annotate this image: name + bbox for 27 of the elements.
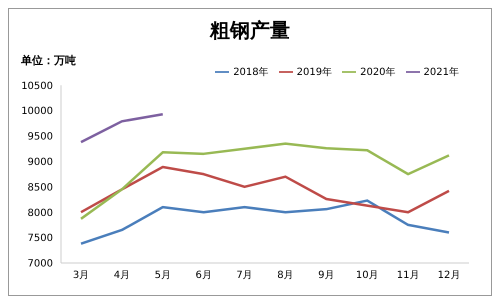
- y-tick-label: 8000: [28, 208, 53, 219]
- x-tick-label: 3月: [72, 270, 90, 282]
- legend-label: 2021年: [424, 67, 459, 78]
- x-tick-label: 5月: [154, 270, 171, 282]
- chart-title: 粗钢产量: [208, 17, 291, 44]
- y-tick-label: 9500: [28, 132, 53, 143]
- legend-label: 2018年: [233, 67, 269, 78]
- x-tick-label: 10月: [356, 270, 379, 282]
- x-tick-label: 7月: [236, 270, 253, 282]
- y-tick-label: 10500: [21, 80, 53, 92]
- y-axis-title: 单位：万吨: [21, 53, 76, 68]
- x-tick-label: 12月: [438, 270, 460, 282]
- y-tick-label: 9000: [28, 156, 53, 168]
- x-tick-label: 11月: [396, 270, 420, 282]
- line-series: [80, 142, 450, 220]
- x-tick-label: 4月: [114, 270, 130, 282]
- x-tick-label: 8月: [277, 270, 294, 282]
- x-tick-label: 9月: [318, 270, 335, 282]
- legend-label: 2019年: [296, 67, 332, 78]
- y-tick-label: 7500: [28, 233, 53, 244]
- line-series: [80, 199, 450, 245]
- x-tick-label: 6月: [195, 270, 212, 282]
- y-tick-label: 10000: [21, 106, 53, 118]
- line-series: [80, 166, 450, 214]
- y-tick-label: 8500: [28, 182, 53, 194]
- legend-label: 2020年: [360, 67, 396, 78]
- y-tick-label: 7000: [28, 258, 53, 270]
